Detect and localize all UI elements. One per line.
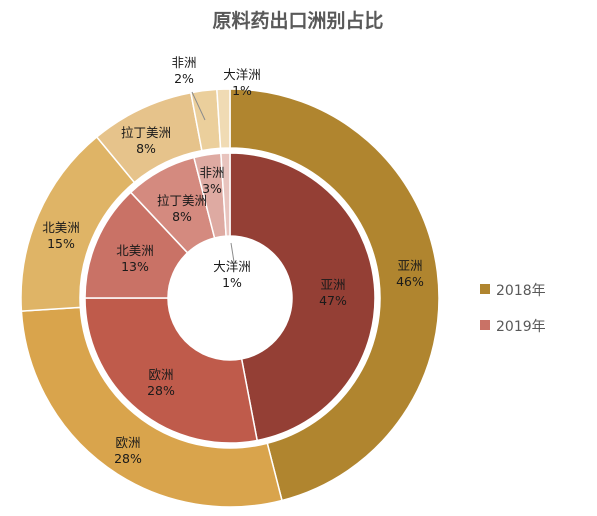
outer-slice-label-5: 非洲 2%	[171, 55, 196, 86]
inner-ring	[84, 152, 376, 444]
inner-slice-value-1: 47%	[319, 293, 347, 308]
inner-slice-value-2: 28%	[147, 383, 175, 398]
outer-slice-6	[216, 88, 231, 150]
inner-slice-label-6: 大洋洲 1%	[213, 259, 251, 290]
slice-labels: 亚洲 46%欧洲 28%北美洲 15%拉丁美洲 8%非洲 2% 大洋洲 1%亚洲 47%欧洲 28…	[42, 55, 424, 466]
inner-slice-label-1: 亚洲 47%	[319, 277, 347, 308]
outer-leader-line-5	[191, 91, 206, 121]
outer-slice-value-5: 2%	[174, 71, 194, 86]
outer-slice-category-4: 拉丁美洲	[121, 125, 171, 140]
outer-slice-1	[229, 88, 440, 502]
inner-slice-category-3: 北美洲	[116, 243, 154, 258]
outer-slice-label-4: 拉丁美洲 8%	[121, 125, 171, 156]
outer-slice-category-2: 欧洲	[115, 435, 140, 450]
outer-slice-category-6: 大洋洲	[223, 67, 261, 82]
outer-slice-value-1: 46%	[396, 274, 424, 289]
outer-slice-label-6: 大洋洲 1%	[223, 67, 261, 98]
legend: 2018年 2019年	[480, 283, 546, 335]
inner-slice-category-1: 亚洲	[320, 277, 345, 292]
outer-slice-label-1: 亚洲 46%	[396, 258, 424, 289]
inner-slice-value-5: 3%	[202, 181, 222, 196]
inner-slice-label-4: 拉丁美洲 8%	[157, 193, 207, 224]
outer-slice-2	[20, 306, 283, 508]
inner-slice-label-5: 非洲 3%	[199, 165, 224, 196]
inner-slice-1	[229, 152, 376, 442]
inner-slice-category-6: 大洋洲	[213, 259, 251, 274]
inner-slice-value-3: 13%	[121, 259, 149, 274]
outer-ring	[20, 88, 440, 508]
inner-leader-line-6	[230, 242, 235, 263]
legend-label-2: 2019年	[496, 319, 546, 335]
inner-slice-value-4: 8%	[172, 209, 192, 224]
outer-slice-value-2: 28%	[114, 451, 142, 466]
outer-slice-label-3: 北美洲 15%	[42, 220, 80, 251]
inner-slice-category-2: 欧洲	[148, 367, 173, 382]
outer-slice-value-4: 8%	[136, 141, 156, 156]
chart-title: 原料药出口洲别占比	[212, 9, 383, 32]
outer-slice-value-6: 1%	[232, 83, 252, 98]
inner-slice-2	[84, 297, 259, 444]
outer-slice-category-5: 非洲	[171, 55, 196, 70]
outer-slice-value-3: 15%	[47, 236, 75, 251]
inner-slice-label-2: 欧洲 28%	[147, 367, 175, 398]
leader-lines	[191, 91, 235, 263]
inner-slice-6	[220, 152, 231, 237]
outer-slice-label-2: 欧洲 28%	[114, 435, 142, 466]
legend-swatch-2	[480, 320, 490, 330]
legend-label-1: 2018年	[496, 283, 546, 299]
outer-slice-category-1: 亚洲	[397, 258, 422, 273]
legend-swatch-1	[480, 284, 490, 294]
inner-slice-label-3: 北美洲 13%	[116, 243, 154, 274]
inner-slice-category-5: 非洲	[199, 165, 224, 180]
inner-slice-value-6: 1%	[222, 275, 242, 290]
inner-slice-category-4: 拉丁美洲	[157, 193, 207, 208]
outer-slice-category-3: 北美洲	[42, 220, 80, 235]
